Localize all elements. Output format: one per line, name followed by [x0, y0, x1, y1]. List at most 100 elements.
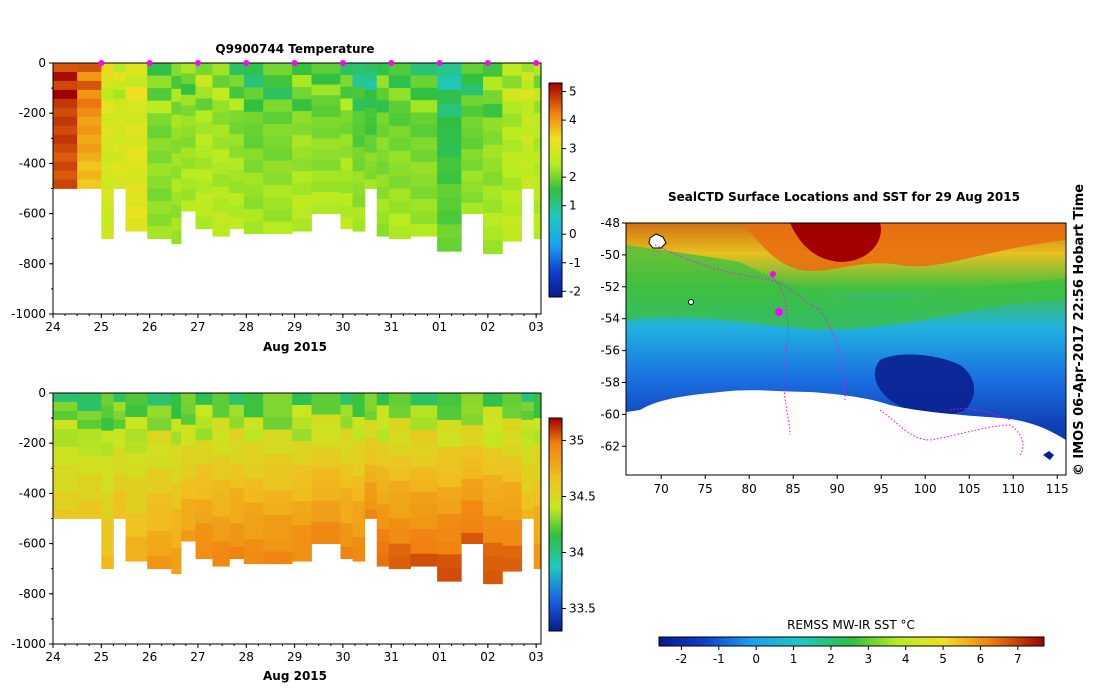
lat-tick-label: -50 — [600, 248, 620, 262]
section-cell — [483, 131, 503, 146]
section-cell — [229, 523, 245, 536]
section-cell — [243, 63, 264, 76]
section-cell — [311, 414, 341, 426]
sst-map-panel: SealCTD Surface Locations and SST for 29… — [600, 184, 1087, 666]
section-cell — [181, 126, 196, 138]
section-cell — [410, 75, 438, 89]
section-cell — [388, 113, 411, 127]
temperature-y-axis: 0 -200 -400 -600 -800 -1000 — [11, 56, 53, 321]
section-cell — [340, 157, 353, 170]
section-cell — [147, 480, 172, 494]
section-cell — [352, 171, 366, 184]
section-cell — [263, 136, 293, 149]
section-cell — [483, 144, 503, 159]
section-cell — [147, 113, 172, 127]
section-cell — [461, 500, 484, 512]
seal-position-2 — [775, 308, 783, 316]
section-cell — [410, 529, 438, 542]
section-cell — [212, 504, 230, 518]
section-cell — [502, 164, 523, 178]
section-cell — [181, 530, 196, 542]
section-cell — [292, 501, 312, 514]
section-cell — [195, 452, 213, 465]
section-cell — [243, 405, 264, 418]
section-cell — [461, 116, 484, 128]
section-cell — [376, 211, 390, 225]
section-cell — [125, 87, 148, 100]
section-cell — [533, 163, 541, 177]
section-cell — [263, 441, 293, 455]
section-cell — [171, 457, 182, 471]
section-cell — [376, 553, 390, 567]
section-cell — [292, 111, 312, 124]
section-cell — [461, 479, 484, 491]
section-cell — [311, 489, 341, 501]
section-cell — [101, 493, 114, 507]
section-cell — [437, 567, 462, 582]
section-cell — [364, 437, 378, 448]
section-cell — [101, 418, 114, 432]
section-cell — [195, 74, 213, 88]
section-cell — [212, 223, 230, 237]
section-cell — [521, 134, 535, 145]
section-cell — [212, 211, 230, 225]
colorbar-tick-label: 33.5 — [569, 602, 596, 616]
section-cell — [263, 75, 293, 88]
section-cell — [437, 527, 462, 542]
section-cell — [77, 170, 102, 180]
section-cell — [181, 63, 196, 74]
section-cell — [147, 493, 172, 507]
section-cell — [229, 511, 245, 524]
section-cell — [364, 152, 378, 162]
colorbar-tick-label: 2 — [569, 170, 577, 184]
section-cell — [212, 553, 230, 567]
section-cell — [53, 98, 78, 109]
section-cell — [243, 429, 264, 443]
x-tick-label: 01 — [432, 320, 447, 334]
section-cell — [229, 134, 245, 147]
section-cell — [292, 525, 312, 538]
section-cell — [533, 138, 541, 152]
section-cell — [340, 440, 353, 453]
seal-track-4 — [949, 408, 1011, 421]
section-cell — [181, 467, 196, 479]
profile-marker — [533, 60, 540, 66]
section-cell — [212, 516, 230, 530]
section-cell — [376, 137, 390, 150]
section-cell — [181, 403, 196, 415]
section-cell — [410, 199, 438, 212]
section-cell — [364, 455, 378, 466]
colorbar-tick-label: 0 — [569, 227, 577, 241]
section-cell — [292, 537, 312, 550]
section-cell — [483, 117, 503, 132]
section-cell — [364, 500, 378, 510]
section-cell — [521, 63, 535, 73]
section-cell — [263, 417, 293, 430]
section-cell — [437, 433, 462, 448]
section-cell — [437, 103, 462, 118]
salinity-x-label: Aug 2015 — [263, 669, 327, 683]
section-cell — [461, 63, 484, 75]
section-cell — [352, 453, 366, 466]
section-cell — [229, 169, 245, 182]
section-cell — [340, 534, 353, 548]
section-cell — [483, 461, 503, 476]
section-cell — [311, 127, 341, 139]
hot-core-region — [790, 223, 881, 262]
section-cell — [364, 401, 378, 412]
section-cell — [364, 116, 378, 127]
section-cell — [229, 393, 245, 406]
section-cell — [352, 75, 366, 88]
section-cell — [461, 127, 484, 139]
section-cell — [125, 111, 148, 124]
section-cell — [195, 169, 213, 182]
section-cell — [113, 143, 126, 154]
section-cell — [101, 175, 114, 189]
section-cell — [340, 546, 353, 560]
section-cell — [388, 88, 411, 102]
section-cell — [263, 466, 293, 479]
section-cell — [181, 200, 196, 212]
x-tick-label: 31 — [384, 320, 399, 334]
section-cell — [410, 393, 438, 406]
section-cell — [502, 494, 523, 508]
